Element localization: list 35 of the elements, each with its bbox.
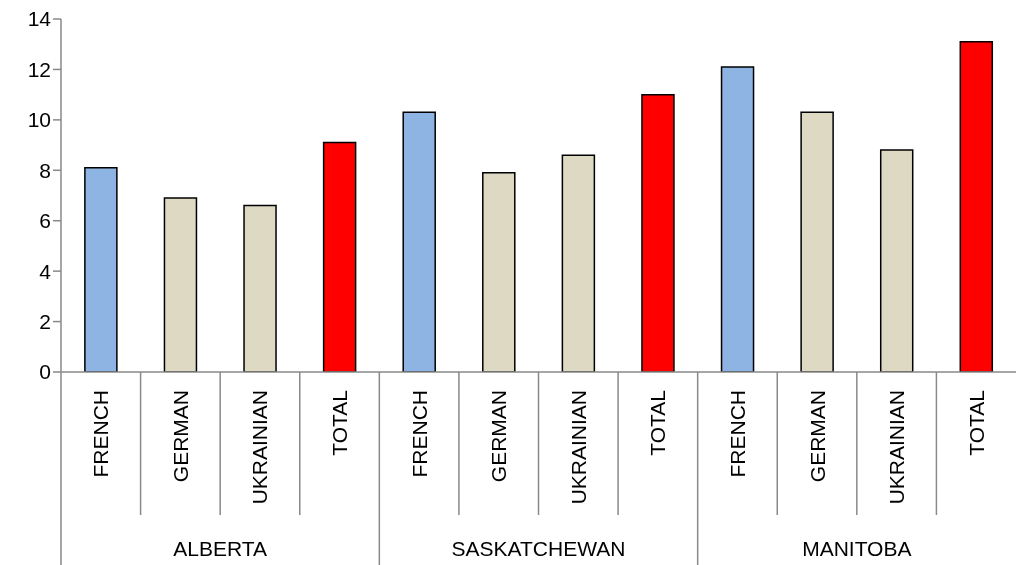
y-tick-label: 4 [39, 259, 52, 283]
bar [322, 141, 357, 372]
y-tick-label: 2 [39, 310, 51, 334]
x-tick-label: GERMAN [168, 390, 192, 483]
bar [959, 40, 994, 372]
x-tick-label: UKRAINIAN [566, 390, 590, 505]
bar [163, 197, 198, 372]
x-tick-label: TOTAL [646, 390, 670, 456]
bar [243, 204, 277, 372]
bar [720, 66, 755, 372]
bar [84, 167, 118, 372]
text: MANITOBA [802, 536, 912, 560]
x-tick-label: FRENCH [725, 390, 749, 478]
y-tick-label: 14 [27, 7, 52, 31]
x-tick-label: FRENCH [407, 390, 431, 478]
x-tick-label: TOTAL [964, 390, 988, 456]
y-tick-label: 0 [39, 360, 51, 384]
x-tick-label: FRENCH [89, 390, 113, 478]
y-tick-label: 10 [27, 108, 51, 132]
bar [482, 172, 516, 372]
text: SASKATCHEWAN [451, 536, 626, 560]
bar [641, 93, 675, 372]
x-tick-label: TOTAL [328, 390, 352, 456]
x-tick-label: GERMAN [805, 390, 829, 483]
bar [561, 154, 596, 372]
bar [402, 111, 436, 372]
bar [879, 149, 914, 372]
bar [800, 111, 834, 372]
y-tick-label: 6 [39, 209, 51, 233]
text: ALBERTA [173, 536, 268, 560]
x-tick-label: UKRAINIAN [885, 390, 909, 505]
y-tick-label: 12 [27, 57, 51, 81]
y-tick-label: 8 [39, 158, 51, 182]
x-tick-label: GERMAN [487, 390, 511, 483]
x-tick-label: UKRAINIAN [248, 390, 272, 505]
